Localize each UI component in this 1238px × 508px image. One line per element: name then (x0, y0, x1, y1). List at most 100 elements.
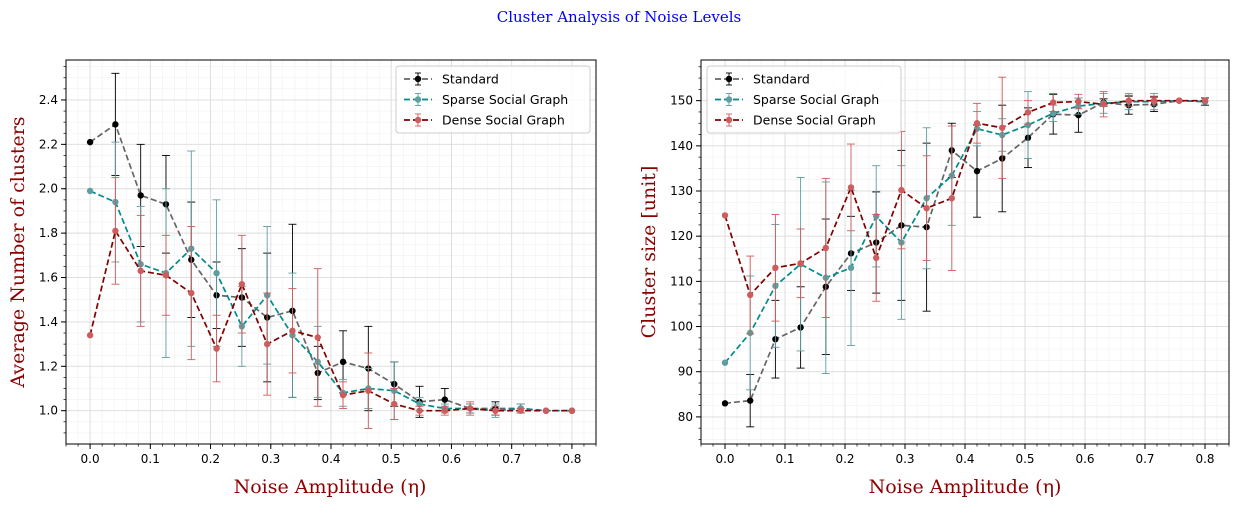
legend-label: Standard (442, 72, 499, 87)
data-point (188, 289, 195, 297)
data-point (365, 387, 372, 394)
legend-label: Standard (753, 72, 810, 87)
chart-average-clusters: 0.0 0.1 0.2 0.3 0.4 0.5 0.6 0.7 0.8 1.0 1.2 1.4 1.6 1… (7, 59, 597, 498)
data-point (747, 397, 754, 404)
plot-frame (700, 59, 1230, 445)
x-tick-label: 0.4 (321, 452, 340, 466)
y-tick-label: 2.4 (39, 93, 58, 107)
y-tick-label: 1.8 (39, 226, 58, 240)
data-point (289, 327, 296, 334)
legend-box (706, 65, 902, 134)
x-tick-label: 0.0 (715, 452, 734, 466)
data-point (847, 264, 855, 272)
data-point (86, 187, 94, 195)
data-point (263, 340, 271, 348)
data-point (339, 358, 347, 366)
y-tick-label: 100 (670, 320, 693, 334)
legend-entry: Standard (715, 72, 810, 87)
data-point (721, 359, 729, 366)
data-point (822, 244, 829, 252)
legend-marker (414, 116, 422, 124)
data-point (747, 291, 754, 299)
x-tick-label: 0.3 (895, 452, 914, 466)
plot-frame (65, 59, 597, 445)
data-point (923, 204, 930, 212)
series-dense-social-graph (721, 76, 1209, 335)
data-point (1201, 97, 1209, 104)
data-point (416, 407, 423, 414)
legend-label: Dense Social Graph (442, 113, 565, 128)
x-tick-label: 0.6 (442, 452, 461, 466)
legend-box (395, 65, 591, 134)
data-point (973, 120, 981, 127)
x-tick-label: 0.2 (201, 452, 220, 466)
y-tick-label: 2.2 (39, 137, 58, 151)
legend-marker (725, 75, 733, 83)
legend-label: Sparse Social Graph (442, 92, 568, 107)
data-point (1075, 98, 1082, 105)
data-point (162, 272, 170, 279)
data-point (339, 391, 347, 399)
y-tick-label: 1.4 (39, 315, 58, 329)
data-point (112, 227, 119, 235)
data-point (137, 267, 144, 275)
y-tick-label: 110 (670, 274, 693, 288)
series-dense-social-graph (86, 177, 576, 429)
data-point (112, 121, 119, 128)
data-point (137, 192, 144, 199)
data-point (721, 212, 729, 219)
data-point (86, 332, 94, 339)
data-point (1150, 97, 1158, 104)
x-tick-label: 0.7 (1135, 452, 1154, 466)
data-point (1024, 109, 1032, 116)
data-point (391, 400, 398, 408)
x-tick-label: 0.4 (955, 452, 974, 466)
x-tick-label: 0.8 (1195, 452, 1214, 466)
y-tick-label: 2.0 (39, 182, 58, 196)
x-tick-label: 0.0 (81, 452, 100, 466)
legend: Standard Sparse Social Graph Dense Social … (395, 65, 591, 134)
data-point (492, 407, 499, 414)
data-point (568, 407, 576, 414)
x-axis-label: Noise Amplitude (η) (234, 476, 427, 498)
data-point (948, 195, 955, 202)
legend-marker (414, 75, 422, 83)
data-point (238, 280, 246, 288)
y-axis-label: Cluster size [unit] (638, 166, 660, 339)
x-tick-label: 0.3 (261, 452, 280, 466)
legend-entry: Sparse Social Graph (715, 92, 879, 107)
series-line (89, 123, 572, 412)
data-point (314, 334, 321, 341)
y-tick-label: 130 (670, 184, 693, 198)
y-tick-label: 1.6 (39, 271, 58, 285)
legend-marker (725, 96, 733, 103)
legend-marker (414, 96, 422, 103)
data-point (86, 138, 94, 146)
x-tick-label: 0.5 (382, 452, 401, 466)
data-point (441, 407, 449, 414)
y-tick-label: 1.0 (39, 404, 58, 418)
x-tick-label: 0.5 (1015, 452, 1034, 466)
y-tick-label: 140 (670, 139, 693, 153)
y-tick-label: 150 (670, 94, 693, 108)
legend: Standard Sparse Social Graph Dense Social … (706, 65, 902, 134)
data-point (797, 260, 804, 267)
data-point (213, 345, 220, 352)
x-tick-label: 0.1 (141, 452, 160, 466)
data-point (873, 254, 880, 262)
legend-label: Dense Social Graph (753, 113, 876, 128)
series-line (724, 99, 1206, 405)
legend-entry: Standard (404, 72, 499, 87)
data-point (517, 407, 524, 414)
data-point (1024, 121, 1032, 129)
chart-cluster-size: 0.0 0.1 0.2 0.3 0.4 0.5 0.6 0.7 0.8 80 90 100 110 120… (638, 59, 1230, 498)
legend-label: Sparse Social Graph (753, 92, 879, 107)
y-tick-label: 120 (670, 229, 693, 243)
data-point (721, 400, 729, 407)
x-tick-label: 0.6 (1075, 452, 1094, 466)
y-tick-label: 1.2 (39, 359, 58, 373)
x-tick-label: 0.1 (775, 452, 794, 466)
legend-entry: Dense Social Graph (404, 113, 565, 128)
x-tick-label: 0.7 (502, 452, 521, 466)
